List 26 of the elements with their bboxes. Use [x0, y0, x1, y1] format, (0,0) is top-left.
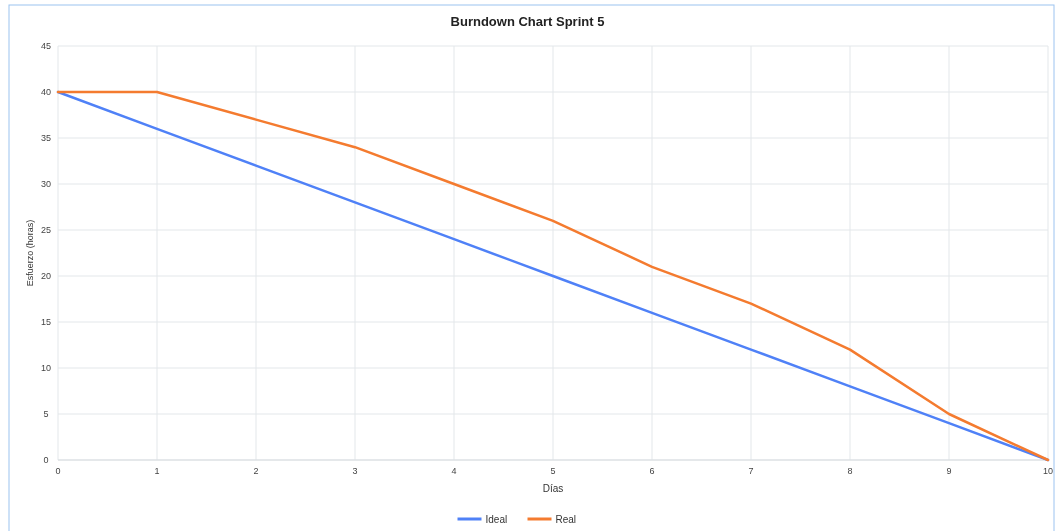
legend-label: Ideal: [485, 513, 508, 525]
y-tick-label: 5: [43, 409, 49, 420]
y-tick-label: 0: [43, 455, 49, 466]
y-tick-label: 25: [40, 225, 52, 236]
x-tick-label: 6: [649, 466, 655, 476]
y-tick-label: 45: [40, 41, 52, 52]
chart-title: Burndown Chart Sprint 5: [450, 14, 605, 29]
y-axis-title: Esfuerzo (horas): [25, 219, 35, 287]
x-tick-label: 0: [55, 466, 61, 476]
y-tick-label: 30: [40, 179, 52, 190]
x-tick-label: 3: [352, 466, 358, 476]
x-tick-label: 7: [748, 466, 754, 476]
x-tick-label: 2: [253, 466, 259, 476]
y-tick-label: 20: [40, 271, 52, 282]
x-tick-label: 4: [451, 466, 457, 476]
x-tick-label: 5: [550, 466, 556, 476]
x-tick-label: 8: [847, 466, 853, 476]
x-axis-title: Días: [542, 483, 564, 494]
legend-label: Real: [555, 513, 577, 525]
y-tick-label: 40: [40, 87, 52, 98]
x-tick-label: 10: [1042, 466, 1054, 476]
x-tick-label: 9: [946, 466, 952, 476]
x-tick-label: 1: [154, 466, 160, 476]
y-tick-label: 35: [40, 133, 52, 144]
y-tick-label: 15: [40, 317, 52, 328]
y-tick-label: 10: [40, 363, 52, 374]
